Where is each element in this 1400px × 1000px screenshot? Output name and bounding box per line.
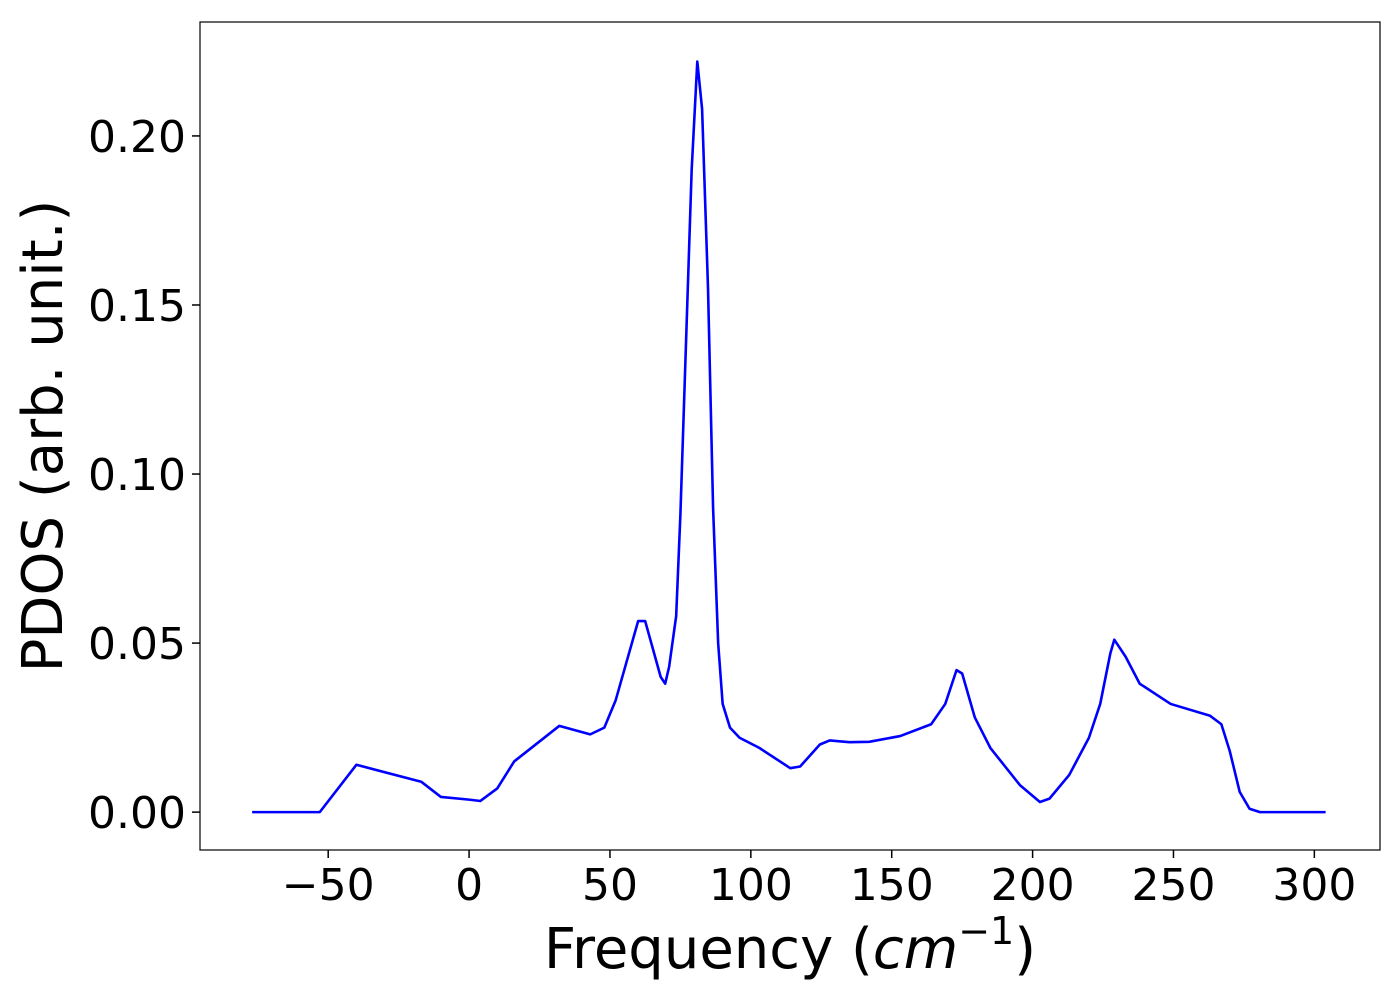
x-tick-label: 300 <box>1272 860 1356 911</box>
x-label-prefix: Frequency ( <box>544 917 873 982</box>
x-label-unit: cm <box>873 917 958 982</box>
x-label-suffix: ) <box>1014 917 1036 982</box>
y-tick-label: 0.20 <box>88 112 186 163</box>
y-tick-label: 0.00 <box>88 788 186 839</box>
y-tick-label: 0.05 <box>88 619 186 670</box>
y-tick-label: 0.10 <box>88 450 186 501</box>
x-tick-label: 150 <box>850 860 934 911</box>
x-tick-label: −50 <box>282 860 375 911</box>
x-tick-label: 200 <box>991 860 1075 911</box>
y-tick-label: 0.15 <box>88 281 186 332</box>
x-tick-label: 250 <box>1131 860 1215 911</box>
plot-frame <box>199 21 1381 851</box>
data-line <box>252 60 1326 814</box>
y-axis-label: PDOS (arb. unit.) <box>11 200 76 673</box>
x-tick-label: 100 <box>709 860 793 911</box>
x-tick-label: 50 <box>582 860 638 911</box>
x-label-exponent: −1 <box>958 909 1014 953</box>
x-axis-label: Frequency (cm−1) <box>544 909 1036 982</box>
x-tick-label: 0 <box>455 860 483 911</box>
